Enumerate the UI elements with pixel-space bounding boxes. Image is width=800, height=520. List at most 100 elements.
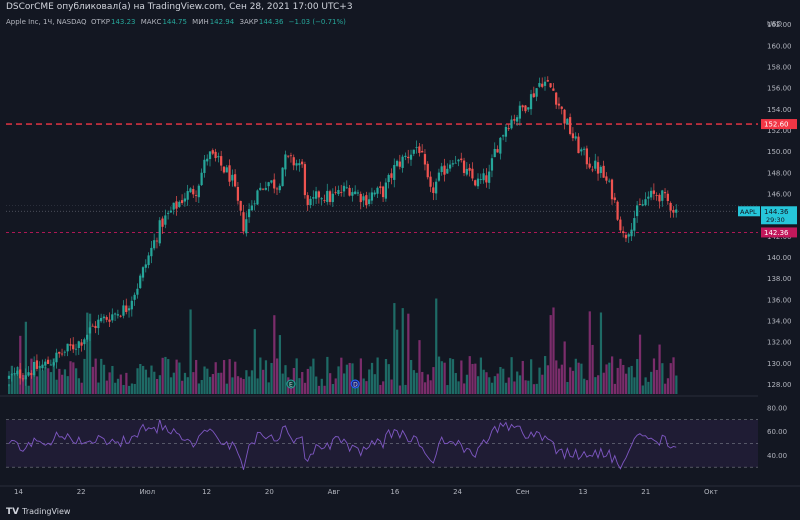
volume-bar: [256, 378, 259, 394]
volume-bar: [58, 368, 61, 394]
volume-bar: [555, 360, 558, 394]
price-axis-tick: 128.00: [767, 381, 792, 389]
candle-body: [532, 93, 535, 98]
event-marker: [286, 379, 296, 389]
volume-bar: [192, 372, 195, 394]
volume-bar: [429, 380, 432, 394]
candle-body: [16, 370, 19, 375]
volume-bar: [49, 372, 53, 394]
level-142-label-bg: [761, 227, 797, 238]
candle-body: [435, 181, 438, 194]
candle-body: [666, 193, 669, 201]
candle-body: [169, 210, 173, 213]
volume-bar: [585, 380, 589, 394]
time-axis-tick: 24: [453, 488, 462, 496]
candle-body: [119, 315, 122, 317]
candle-body: [211, 150, 214, 154]
rsi-axis-tick: 80.00: [767, 404, 787, 412]
volume-bar: [446, 385, 449, 394]
volume-bar: [250, 370, 254, 394]
change-value: −1.03 (−0.71%): [288, 18, 346, 26]
volume-bar: [387, 364, 390, 394]
open-label: ОТКР: [91, 18, 111, 26]
volume-bar: [13, 373, 16, 394]
symbol-tag-bg: [738, 206, 760, 217]
volume-bar: [658, 344, 661, 394]
candle-body: [334, 191, 337, 193]
candle-body: [10, 374, 13, 376]
candle-body: [278, 185, 281, 191]
volume-bar: [105, 380, 108, 394]
candle-body: [365, 195, 368, 206]
volume-bar: [566, 382, 569, 394]
symbol-label[interactable]: Apple Inc, 1Ч, NASDAQ: [6, 18, 87, 26]
time-axis-tick: 13: [579, 488, 588, 496]
candle-body: [222, 166, 226, 173]
candle-body: [105, 317, 108, 320]
candle-body: [167, 212, 170, 214]
high-value: 144.75: [162, 18, 187, 26]
volume-bar: [518, 375, 522, 394]
volume-bar: [666, 378, 670, 394]
time-axis-tick: 12: [202, 488, 211, 496]
volume-bar: [220, 372, 223, 394]
volume-bar: [222, 360, 226, 394]
candle-body: [49, 364, 52, 366]
candle-body: [245, 219, 248, 234]
volume-bar: [298, 378, 301, 394]
candle-body: [203, 159, 206, 173]
volume-bar: [119, 374, 122, 394]
candle-body: [38, 366, 41, 368]
volume-bar: [267, 382, 270, 394]
price-axis-tick: 162.00: [767, 21, 792, 29]
candle-body: [298, 163, 301, 166]
candle-body: [303, 164, 307, 196]
time-axis-tick: 20: [265, 488, 274, 496]
time-axis-tick: Июл: [139, 488, 155, 496]
candle-body: [309, 198, 312, 206]
candle-body: [328, 191, 332, 202]
candle-body: [144, 264, 147, 268]
rsi-line: [8, 419, 677, 470]
volume-bar: [502, 368, 505, 394]
volume-bar: [155, 378, 159, 394]
candle-body: [19, 369, 22, 379]
tradingview-brand[interactable]: TV TradingView: [6, 507, 70, 517]
price-axis-tick: 148.00: [767, 169, 792, 177]
volume-bar: [139, 364, 142, 394]
price-axis-tick: 138.00: [767, 275, 792, 283]
volume-bar: [426, 374, 429, 394]
volume-bar: [356, 385, 360, 394]
candle-body: [471, 168, 474, 179]
volume-bar: [217, 372, 220, 394]
volume-bar: [569, 367, 572, 394]
candle-body: [535, 88, 538, 97]
volume-bar: [315, 376, 318, 394]
volume-bar: [557, 368, 561, 394]
candle-body: [52, 362, 55, 366]
candle-body: [527, 107, 530, 110]
candle-body: [594, 160, 597, 169]
candle-body: [46, 359, 50, 364]
candle-body: [314, 191, 318, 199]
volume-bar: [228, 359, 231, 394]
volume-bar: [418, 340, 421, 394]
event-marker: [350, 379, 360, 389]
volume-bar: [200, 380, 203, 394]
candle-body: [41, 364, 44, 369]
level-152-label-bg: [761, 119, 797, 130]
candle-body: [186, 191, 189, 200]
volume-bar: [35, 376, 39, 394]
volume-bar: [264, 360, 268, 394]
candle-body: [555, 92, 558, 105]
volume-bar: [55, 379, 58, 394]
volume-bar: [471, 363, 474, 394]
volume-bar: [167, 359, 170, 394]
volume-bar: [611, 356, 614, 394]
volume-bar: [652, 358, 656, 394]
volume-bar: [164, 356, 167, 394]
volume-bar: [94, 358, 97, 394]
volume-bar: [401, 308, 404, 394]
volume-bar: [38, 365, 41, 394]
